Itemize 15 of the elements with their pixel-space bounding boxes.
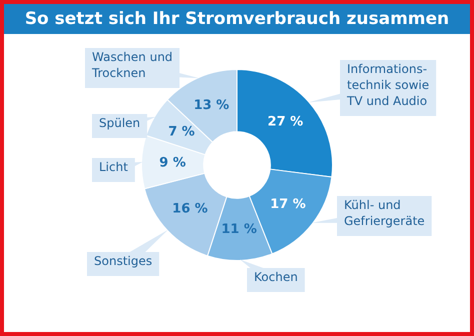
data-label: 27 %: [268, 114, 304, 130]
data-label: 11 %: [221, 222, 257, 237]
slice-label: Sonstiges: [94, 254, 152, 268]
data-label: 9 %: [159, 155, 186, 170]
data-label: 7 %: [168, 124, 195, 140]
slice-label: Informations-technik sowie TV und Audio: [346, 62, 430, 108]
data-label: 16 %: [172, 202, 208, 217]
data-label: 13 %: [194, 98, 230, 114]
slice-label: Kochen: [254, 270, 298, 284]
slice-label: Licht: [99, 160, 128, 174]
slice-label: Kühl- und Gefriergeräte: [344, 198, 425, 228]
slice-label: Waschen und Trocknen: [91, 50, 173, 80]
data-label: 17 %: [270, 196, 306, 212]
chart-title: So setzt sich Ihr Stromverbrauch zusammen: [4, 4, 470, 34]
slice-label: Spülen: [99, 116, 140, 130]
